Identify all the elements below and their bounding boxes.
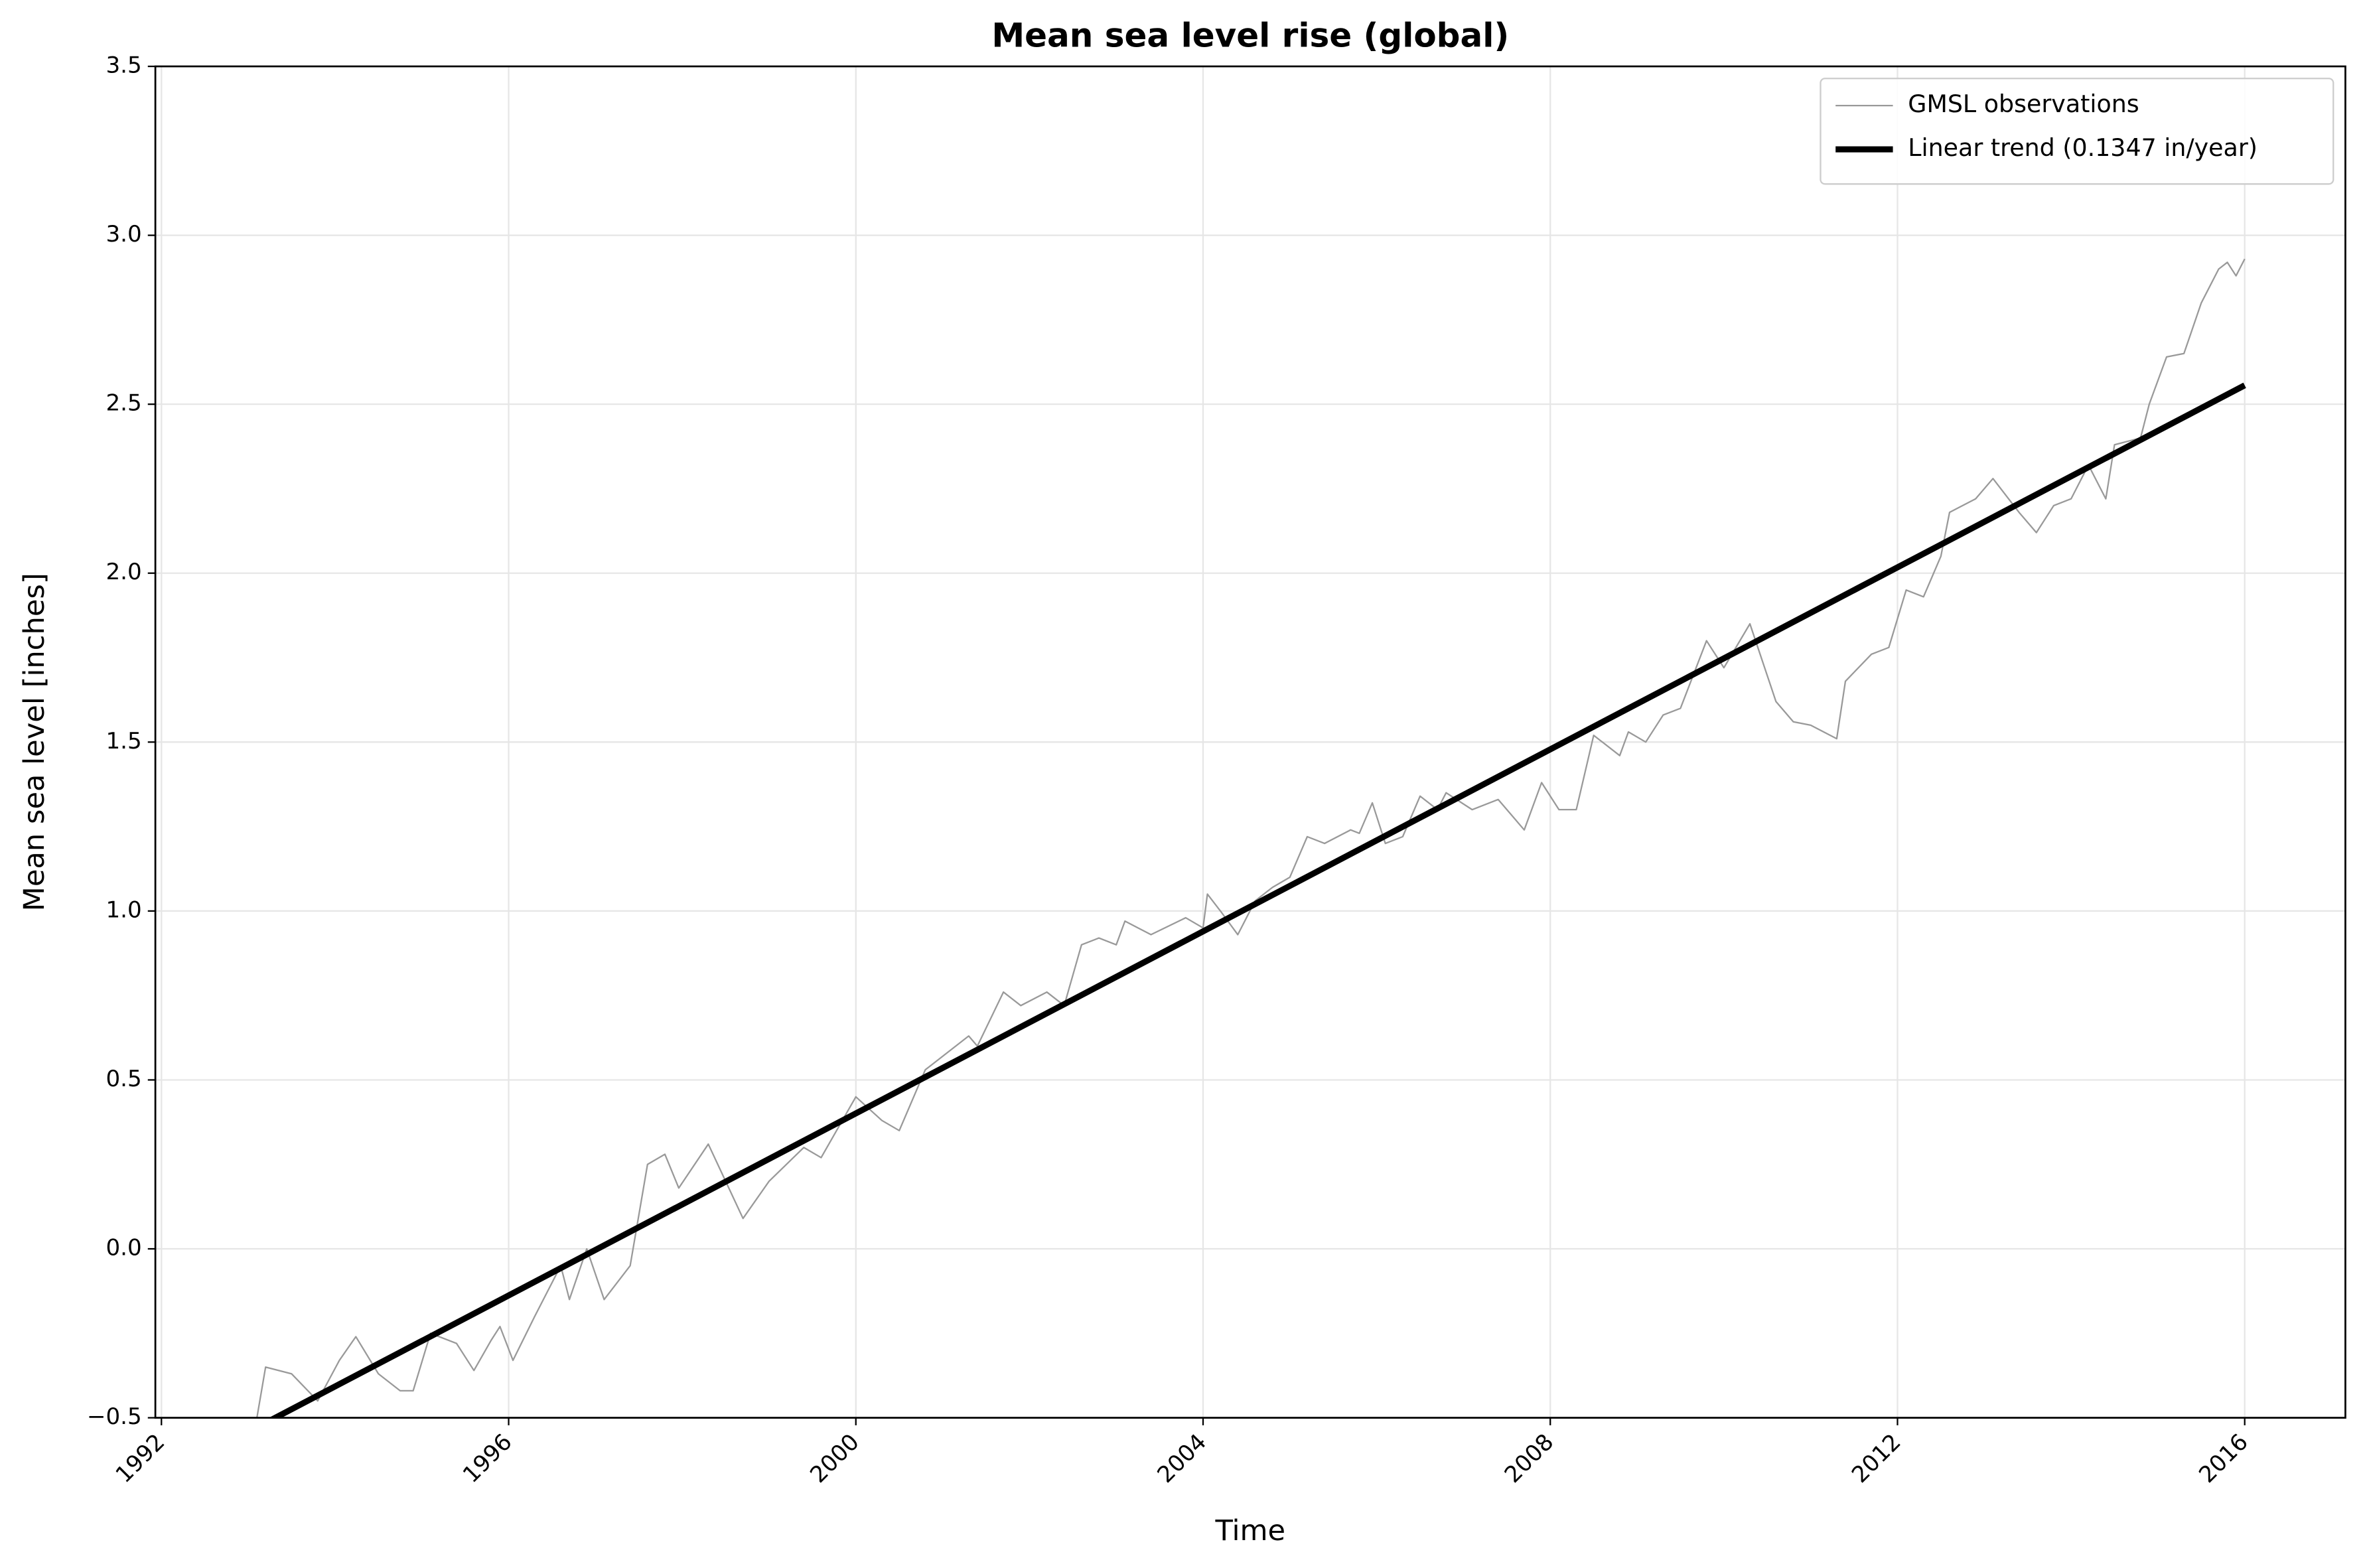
- data-line: [269, 382, 2246, 1418]
- legend-label: Linear trend (0.1347 in/year): [1908, 133, 2258, 162]
- x-tick-label: 1992: [111, 1429, 171, 1488]
- y-tick-label: 2.5: [106, 390, 141, 417]
- y-tick-label: 2.0: [106, 559, 141, 585]
- x-tick-label: 2000: [805, 1429, 865, 1488]
- x-tick-label: 2008: [1500, 1429, 1559, 1488]
- y-tick-label: 3.5: [106, 52, 141, 79]
- y-tick-label: 0.0: [106, 1235, 141, 1261]
- y-tick-label: 1.5: [106, 728, 141, 754]
- y-tick-label: −0.5: [87, 1403, 142, 1430]
- y-axis-label: Mean sea level [inches]: [18, 573, 51, 911]
- plot-area: [255, 258, 2246, 1418]
- legend-label: GMSL observations: [1908, 90, 2139, 118]
- y-tick-label: 0.5: [106, 1066, 141, 1092]
- x-tick-label: 2004: [1152, 1429, 1212, 1488]
- x-tick-label: 1996: [458, 1429, 518, 1488]
- x-tick-label: 2012: [1847, 1429, 1906, 1488]
- y-tick-label: 3.0: [106, 221, 141, 248]
- legend-box: [1820, 78, 2334, 185]
- y-tick-label: 1.0: [106, 896, 141, 923]
- chart-title: Mean sea level rise (global): [991, 16, 1509, 54]
- x-axis-label: Time: [1214, 1514, 1285, 1547]
- x-tick-label: 2016: [2194, 1429, 2254, 1488]
- data-line: [255, 258, 2246, 1418]
